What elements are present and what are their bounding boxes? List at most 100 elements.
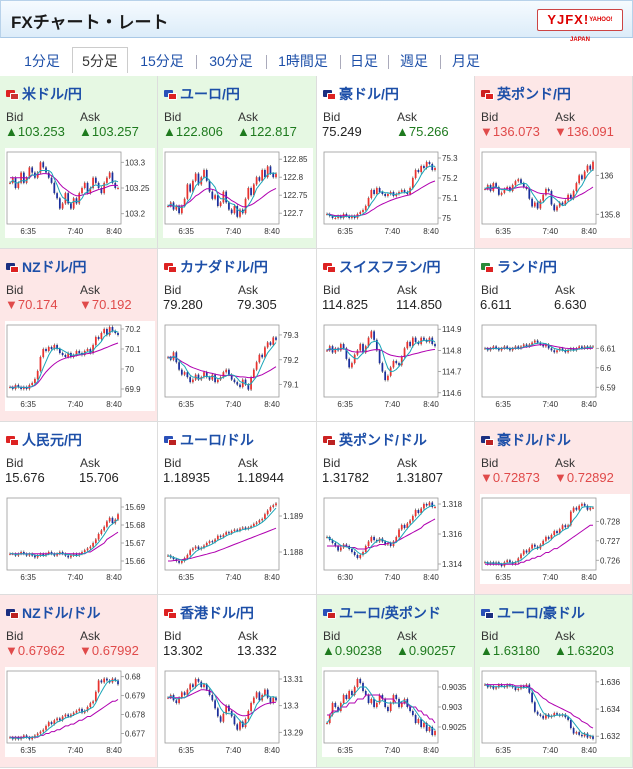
pair-name[interactable]: ユーロ/英ポンド: [323, 603, 441, 623]
tab-7[interactable]: 月足: [452, 53, 480, 69]
mini-candlestick-chart[interactable]: 122.85 122.8 122.75 122.7 6:35 7:40 8:40: [163, 148, 313, 238]
candle: [522, 685, 525, 688]
candle: [236, 529, 239, 531]
x-tick-label: 8:40: [264, 573, 280, 582]
currency-pair-card[interactable]: NZドル/円 Bid Ask ▼70.174 ▼70.192 70.2 70.1 70 69.9…: [0, 249, 158, 422]
candle: [503, 188, 506, 193]
currency-pair-card[interactable]: カナダドル/円 Bid Ask 79.280 79.305 79.3 79.2 79.1 6:3…: [158, 249, 317, 422]
fast-average-line: [484, 342, 593, 352]
candle: [572, 728, 575, 734]
currency-pair-card[interactable]: ユーロ/円 Bid Ask ▲122.806 ▲122.817 122.85 122.8 12…: [158, 76, 317, 249]
pair-name[interactable]: ユーロ/円: [164, 84, 240, 104]
tab-separator: [388, 55, 389, 69]
candle: [200, 681, 203, 687]
candle: [114, 331, 117, 333]
pair-name[interactable]: 香港ドル/円: [164, 603, 254, 623]
currency-pair-card[interactable]: スイスフラン/円 Bid Ask 114.825 114.850 114.9 114.8 11…: [317, 249, 475, 422]
candle: [203, 545, 205, 548]
pair-name[interactable]: NZドル/円: [6, 257, 87, 277]
mini-candlestick-chart[interactable]: 13.31 13.3 13.29 6:35 7:40 8:40: [163, 667, 313, 757]
currency-pair-card[interactable]: 英ポンド/円 Bid Ask ▼136.073 ▼136.091 136 135.8 6:35…: [475, 76, 633, 249]
tab-0[interactable]: 1分足: [24, 53, 60, 69]
mini-candlestick-chart[interactable]: 6.61 6.6 6.59 6:35 7:40 8:40: [480, 321, 630, 411]
candle: [434, 344, 436, 347]
mini-candlestick-chart[interactable]: 114.9 114.8 114.7 114.6 6:35 7:40 8:40: [322, 321, 472, 411]
candle: [353, 216, 356, 218]
candle: [86, 182, 89, 194]
yjfx-logo[interactable]: YJFX!YAHOO! JAPAN: [537, 9, 623, 43]
mini-candlestick-chart[interactable]: 0.728 0.727 0.726 6:35 7:40 8:40: [480, 494, 630, 584]
candle: [22, 735, 25, 738]
pair-name[interactable]: 米ドル/円: [6, 84, 82, 104]
mini-candlestick-chart[interactable]: 136 135.8 6:35 7:40 8:40: [480, 148, 630, 238]
y-tick-label: 1.636: [600, 678, 621, 687]
candle: [117, 514, 119, 520]
candle: [431, 337, 434, 345]
currency-pair-card[interactable]: ランド/円 Bid Ask 6.611 6.630 6.61 6.6 6.59 6:35 7:40…: [475, 249, 633, 422]
pair-name[interactable]: スイスフラン/円: [323, 257, 440, 277]
y-tick-label: 15.67: [125, 539, 146, 548]
pair-name[interactable]: 英ポンド/ドル: [323, 430, 427, 450]
pair-name[interactable]: ランド/円: [481, 257, 557, 277]
currency-pair-card[interactable]: ユーロ/豪ドル Bid Ask ▲1.63180 ▲1.63203 1.636 1.634 1…: [475, 595, 633, 768]
candle: [492, 346, 495, 349]
candle: [50, 552, 53, 554]
mini-candlestick-chart[interactable]: 1.189 1.188 6:35 7:40 8:40: [163, 494, 313, 584]
currency-pair-card[interactable]: 米ドル/円 Bid Ask ▲103.253 ▲103.257 103.3 103.25 10…: [0, 76, 158, 249]
mini-candlestick-chart[interactable]: 79.3 79.2 79.1 6:35 7:40 8:40: [163, 321, 313, 411]
tab-4[interactable]: 1時間足: [278, 53, 328, 69]
currency-pair-card[interactable]: 英ポンド/ドル Bid Ask 1.31782 1.31807 1.318 1.316 1.3…: [317, 422, 475, 595]
candle: [561, 348, 564, 351]
pair-name[interactable]: 人民元/円: [6, 430, 82, 450]
candle: [423, 504, 425, 509]
mini-candlestick-chart[interactable]: 0.9035 0.903 0.9025 6:35 7:40 8:40: [322, 667, 472, 757]
fast-average-line: [10, 518, 119, 557]
currency-pair-card[interactable]: 豪ドル/円 Bid Ask 75.249 ▲75.266 75.3 75.2 75.1 75 6:…: [317, 76, 475, 249]
fast-average-line: [326, 165, 436, 218]
tab-1[interactable]: 5分足: [72, 47, 128, 73]
tab-2[interactable]: 15分足: [140, 53, 184, 69]
mini-candlestick-chart[interactable]: 1.636 1.634 1.632 6:35 7:40 8:40: [480, 667, 630, 757]
pair-name[interactable]: NZドル/ドル: [6, 603, 101, 623]
candle: [334, 543, 337, 546]
tab-3[interactable]: 30分足: [209, 53, 253, 69]
candle: [337, 546, 339, 551]
ask-label: Ask: [80, 110, 101, 124]
pair-name[interactable]: 豪ドル/ドル: [481, 430, 571, 450]
currency-pair-card[interactable]: ユーロ/英ポンド Bid Ask ▲0.90238 ▲0.90257 0.9035 0.90…: [317, 595, 475, 768]
mini-candlestick-chart[interactable]: 70.2 70.1 70 69.9 6:35 7:40 8:40: [5, 321, 155, 411]
mini-candlestick-chart[interactable]: 1.318 1.316 1.314 6:30 7:40 8:40: [322, 494, 472, 584]
pair-name[interactable]: ユーロ/豪ドル: [481, 603, 585, 623]
tab-5[interactable]: 日足: [350, 53, 378, 69]
candle: [117, 680, 119, 685]
bid-label: Bid: [164, 629, 182, 643]
mini-candlestick-chart[interactable]: 15.69 15.68 15.67 15.66 6:35 7:40 8:40: [5, 494, 155, 584]
pair-name[interactable]: カナダドル/円: [164, 257, 268, 277]
candle: [362, 344, 364, 353]
pair-label: ユーロ/円: [180, 86, 240, 102]
pair-name[interactable]: 豪ドル/円: [323, 84, 399, 104]
y-tick-label: 75.3: [442, 154, 458, 163]
tab-6[interactable]: 週足: [400, 53, 428, 69]
mini-candlestick-chart[interactable]: 0.68 0.679 0.678 0.677 6:35 7:40 8:40: [5, 667, 155, 757]
currency-pair-card[interactable]: 人民元/円 Bid Ask 15.676 15.706 15.69 15.68 15.67 15…: [0, 422, 158, 595]
candle: [506, 560, 509, 563]
candle: [86, 548, 89, 551]
flag-icon: [481, 263, 494, 273]
candle: [520, 179, 522, 184]
mini-candlestick-chart[interactable]: 103.3 103.25 103.2 6:35 7:40 8:40: [5, 148, 155, 238]
candle: [575, 507, 578, 510]
mini-candlestick-chart[interactable]: 75.3 75.2 75.1 75 6:35 7:40 8:40: [322, 148, 472, 238]
currency-pair-card[interactable]: 豪ドル/ドル Bid Ask ▼0.72873 ▼0.72892 0.728 0.727 0.…: [475, 422, 633, 595]
candle: [78, 193, 81, 204]
pair-name[interactable]: 英ポンド/円: [481, 84, 571, 104]
candle: [50, 177, 53, 183]
chart-frame: [164, 151, 280, 225]
candle: [211, 541, 214, 543]
candle: [511, 348, 514, 351]
candle: [252, 369, 255, 378]
currency-pair-card[interactable]: 香港ドル/円 Bid Ask 13.302 13.332 13.31 13.3 13.29 6:…: [158, 595, 317, 768]
currency-pair-card[interactable]: ユーロ/ドル Bid Ask 1.18935 1.18944 1.189 1.188 6:35…: [158, 422, 317, 595]
currency-pair-card[interactable]: NZドル/ドル Bid Ask ▼0.67962 ▼0.67992 0.68 0.679 0.…: [0, 595, 158, 768]
pair-name[interactable]: ユーロ/ドル: [164, 430, 254, 450]
